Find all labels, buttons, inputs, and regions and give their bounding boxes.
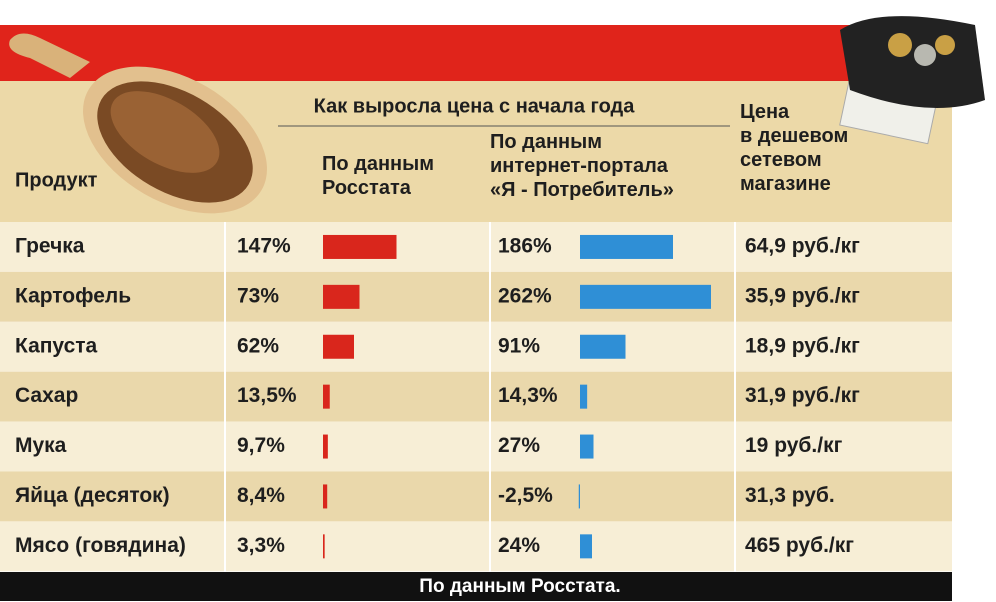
scoop-illustration [9, 33, 267, 214]
value-label: 9,7% [237, 434, 285, 457]
row-background [0, 471, 952, 522]
product-name: Гречка [15, 234, 85, 257]
value-label: 186% [498, 234, 552, 257]
bar [580, 434, 594, 459]
value-label: 3,3% [237, 534, 285, 557]
value-label: 24% [498, 534, 540, 557]
bar [323, 384, 330, 409]
row-background [0, 222, 952, 272]
footer: По данным Росстата. [419, 576, 620, 597]
product-name: Яйца (десяток) [15, 484, 170, 507]
bar [580, 384, 588, 409]
bar [323, 484, 328, 509]
value-label: 14,3% [498, 384, 558, 407]
footer-band [0, 572, 952, 601]
group-header: Как выросла цена с начала года [314, 95, 636, 117]
bar [323, 434, 328, 459]
value-label: 62% [237, 334, 279, 357]
bar [580, 534, 592, 559]
bar [323, 534, 325, 559]
product-name: Капуста [15, 334, 98, 357]
bar [578, 484, 580, 509]
series-header: По данным интернет-портала «Я - Потребител… [490, 131, 674, 201]
product-name: Сахар [15, 384, 78, 407]
value-label: 91% [498, 334, 540, 357]
value-label: 8,4% [237, 484, 285, 507]
price: 19 руб./кг [745, 434, 843, 457]
wallet-illustration [839, 16, 985, 145]
value-label: 27% [498, 434, 540, 457]
value-label: -2,5% [498, 484, 553, 507]
price-header: Цена в дешевом сетевом магазине [740, 101, 848, 195]
price: 31,3 руб. [745, 484, 835, 507]
value-label: 262% [498, 284, 552, 307]
price: 465 руб./кг [745, 534, 854, 557]
row-background [0, 421, 952, 472]
row-background [0, 521, 952, 572]
value-label: 147% [237, 234, 291, 257]
bar [580, 334, 626, 359]
product-header: Продукт [15, 169, 98, 191]
row-background [0, 371, 952, 422]
bar [323, 234, 397, 259]
price: 31,9 руб./кг [745, 384, 860, 407]
product-name: Мука [15, 434, 67, 457]
bar [323, 284, 360, 309]
series-header: По данным Росстата [322, 153, 434, 199]
price: 64,9 руб./кг [745, 234, 860, 257]
row-background [0, 321, 952, 372]
price: 35,9 руб./кг [745, 284, 860, 307]
price: 18,9 руб./кг [745, 334, 860, 357]
bar [580, 284, 711, 309]
row-background [0, 271, 952, 322]
bar [580, 234, 673, 259]
product-name: Мясо (говядина) [15, 534, 186, 557]
value-label: 13,5% [237, 384, 297, 407]
value-label: 73% [237, 284, 279, 307]
bar [323, 334, 354, 359]
product-name: Картофель [15, 284, 131, 307]
